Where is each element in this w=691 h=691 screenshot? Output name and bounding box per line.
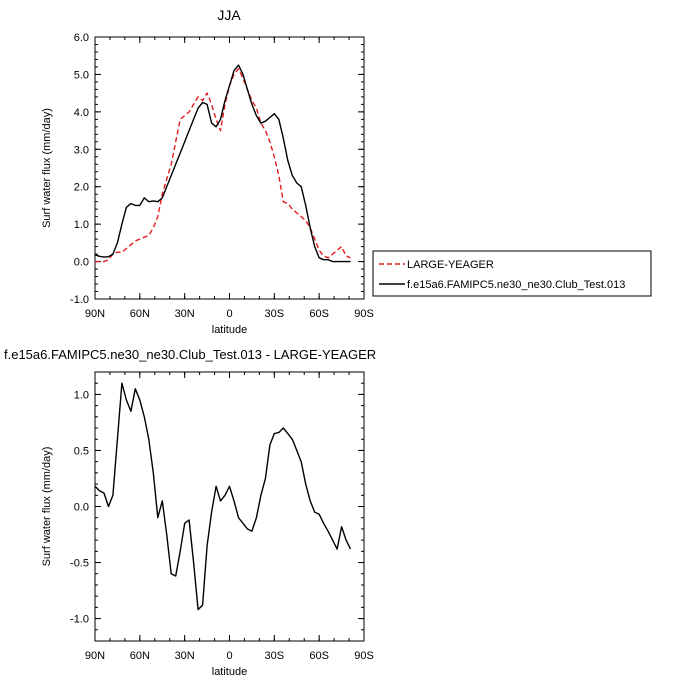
x-tick-label: 90N [85, 650, 105, 662]
x-tick-label: 30S [265, 308, 285, 320]
x-tick-label: 90N [85, 308, 105, 320]
x-tick-label: 60S [309, 650, 329, 662]
chart-title: f.e15a6.FAMIPC5.ne30_ne30.Club_Test.013 … [4, 347, 376, 362]
x-tick-label: 30N [175, 308, 195, 320]
y-tick-label: 4.0 [74, 107, 89, 119]
legend-box [372, 250, 652, 297]
legend: LARGE-YEAGER f.e15a6.FAMIPC5.ne30_ne30.Cl… [372, 250, 652, 297]
y-tick-label: 0.0 [74, 502, 89, 514]
y-axis-label: Surf water flux (mm/day) [41, 447, 53, 567]
y-tick-label: -1.0 [70, 614, 89, 626]
x-tick-label: 0 [226, 650, 232, 662]
plot-frame [94, 371, 365, 642]
legend-label: LARGE-YEAGER [407, 259, 494, 271]
x-tick-label: 90S [354, 308, 374, 320]
legend-label: f.e15a6.FAMIPC5.ne30_ne30.Club_Test.013 [407, 279, 625, 291]
y-tick-label: 6.0 [74, 32, 89, 44]
y-tick-label: -1.0 [70, 294, 89, 306]
y-tick-label: 1.0 [74, 389, 89, 401]
y-tick-label: 1.0 [74, 219, 89, 231]
y-tick-label: 0.5 [74, 445, 89, 457]
x-axis-label: latitude [212, 324, 247, 336]
y-tick-label: 2.0 [74, 182, 89, 194]
x-tick-label: 60N [130, 650, 150, 662]
difference-panel: f.e15a6.FAMIPC5.ne30_ne30.Club_Test.013 … [4, 347, 376, 678]
x-tick-label: 90S [354, 650, 374, 662]
y-tick-label: -0.5 [70, 558, 89, 570]
y-axis-label: Surf water flux (mm/day) [41, 108, 53, 228]
x-axis-label: latitude [212, 666, 247, 678]
y-tick-label: 3.0 [74, 144, 89, 156]
series-line-f-e15a6-famipc5-ne30-ne30-club-test-013 [94, 64, 351, 263]
jja-panel: JJA -1.0 0.0 1.0 2.0 3.0 4.0 5.0 6.0 90N 60N 30N 0 30… [41, 7, 652, 336]
x-tick-label: 0 [226, 308, 232, 320]
y-tick-label: 0.0 [74, 257, 89, 269]
series-line-difference [94, 382, 352, 611]
series-line-large-yeager [95, 68, 351, 263]
x-tick-label: 30S [265, 650, 285, 662]
x-tick-label: 60S [309, 308, 329, 320]
y-tick-label: 5.0 [74, 69, 89, 81]
x-tick-label: 60N [130, 308, 150, 320]
chart-title: JJA [217, 7, 241, 23]
x-tick-label: 30N [175, 650, 195, 662]
